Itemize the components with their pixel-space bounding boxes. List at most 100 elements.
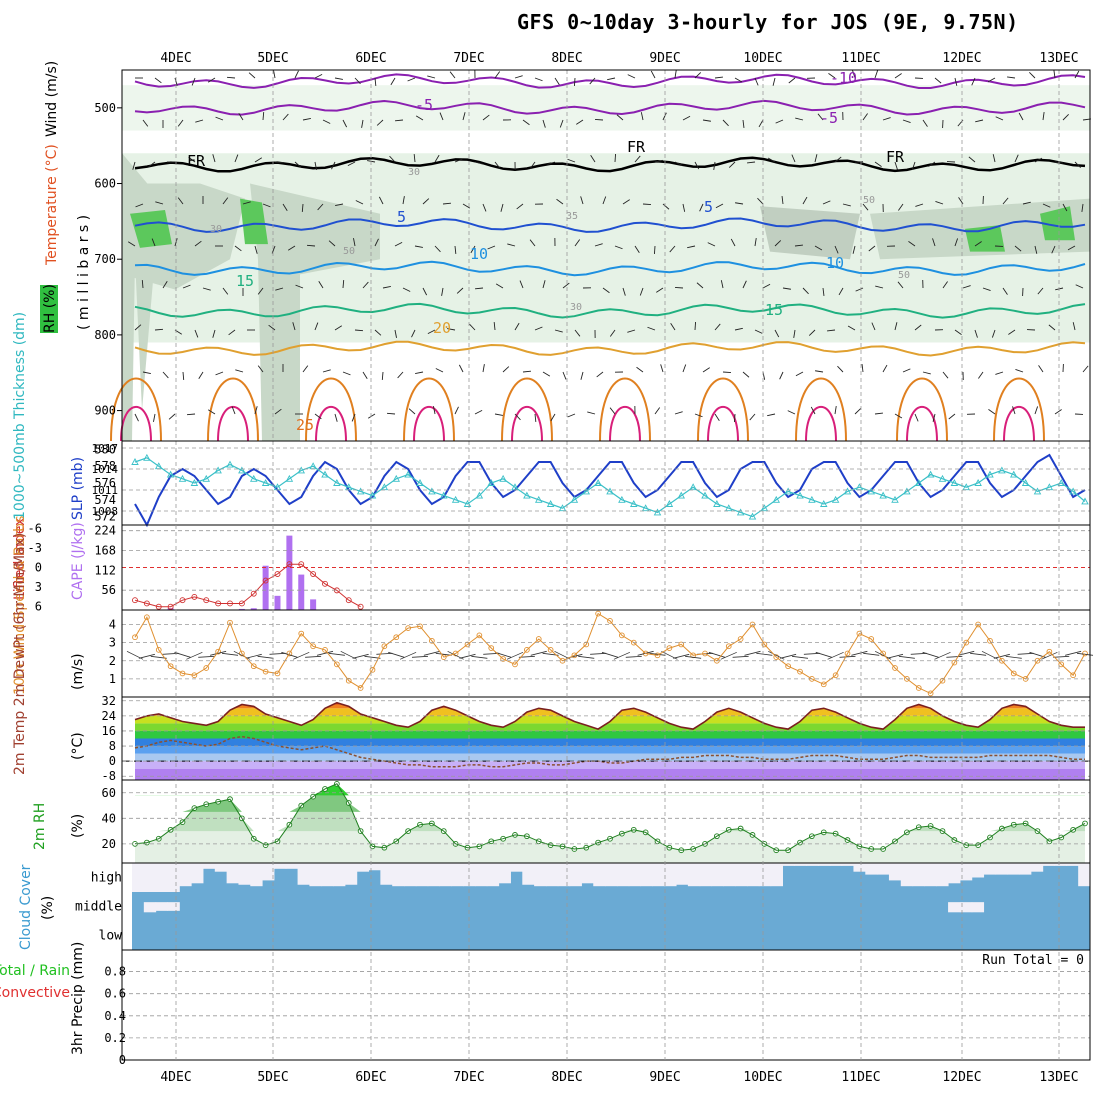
cloud-high-clear (948, 863, 961, 884)
wind-barb (674, 286, 684, 289)
isotherm-line (134, 260, 1086, 277)
wind-barb (754, 77, 759, 86)
wind-barb (1015, 368, 1024, 373)
wind-barb (596, 371, 604, 378)
cloud-high-clear (486, 863, 500, 887)
wind-barb (367, 413, 376, 419)
wind-barb (248, 72, 256, 79)
wind-barb (415, 371, 424, 374)
wind-barb (442, 202, 452, 205)
wind-tick-label: 1 (109, 672, 116, 686)
isotherm-25 (609, 405, 641, 442)
wind-barb-10m (364, 655, 381, 659)
li-point (310, 571, 317, 577)
cloud-high-clear (1054, 863, 1067, 866)
thickness-point (1069, 487, 1077, 495)
cape-bar (262, 565, 269, 610)
wind-barb-10m (316, 650, 334, 656)
contour-label: 50 (863, 195, 875, 206)
wind-barb-10m (198, 655, 215, 658)
rh-axis-title: RH (%) (42, 284, 58, 333)
thickness-point (606, 487, 614, 495)
contour-label: 30 (570, 302, 582, 313)
wind-speed-point (298, 630, 305, 637)
wind-barb (580, 196, 584, 205)
wind-barb (714, 323, 721, 331)
thickness-point (416, 479, 424, 486)
wind-barb-10m (506, 651, 524, 660)
wind-barb (567, 158, 576, 163)
wind-barb-10m (993, 653, 1010, 659)
wind-barb (852, 70, 856, 79)
wind-barb (407, 77, 416, 82)
isotherm-25 (1003, 405, 1035, 442)
cloud-high-clear (1078, 863, 1091, 887)
wind-barb-10m (720, 651, 737, 660)
contour-label: 15 (765, 301, 783, 319)
wind-barb (534, 77, 543, 82)
wind-barb-10m (649, 652, 666, 656)
wind-barb (733, 413, 736, 423)
wind-barb (354, 77, 361, 85)
cloud-high-clear (368, 863, 381, 871)
wind-barb (795, 117, 804, 121)
wind-barb (682, 203, 686, 212)
isotherm-line (134, 156, 1086, 173)
wind-barb (975, 119, 984, 123)
wind-barb (381, 371, 384, 381)
wind-barb (642, 203, 652, 206)
li-point (132, 597, 138, 604)
wind-barb (794, 244, 803, 247)
thickness-point (166, 470, 175, 478)
wind-speed-point (334, 661, 340, 668)
wind-barb (314, 161, 317, 170)
cloud-high-clear (1066, 863, 1079, 866)
thickness-point (618, 495, 626, 503)
wind-barb-10m (269, 652, 286, 655)
wind-barb (1075, 284, 1084, 289)
wind-speed-point (868, 636, 875, 642)
wind-barb (559, 119, 564, 128)
wind-barb (822, 200, 831, 205)
wind-speed-point (227, 619, 233, 626)
wind-barb-10m (352, 653, 369, 659)
wind-barb (932, 413, 936, 422)
wind-barb (301, 203, 304, 213)
slp-line (134, 453, 1086, 528)
cloud-high-clear (1007, 863, 1020, 875)
wind-barb (402, 196, 405, 205)
wind-barb (262, 111, 265, 121)
isotherm-20 (599, 377, 651, 442)
wind-barb (322, 369, 331, 373)
cloud-high-clear (1030, 863, 1044, 872)
cloud-high-clear (238, 863, 251, 885)
rh-tick-label: 40 (102, 811, 116, 825)
wind-barb (720, 280, 724, 289)
wind-barb (462, 112, 466, 121)
wind-barb (730, 238, 736, 247)
wind-barb (454, 245, 457, 255)
li-tick-label: -3 (28, 541, 42, 555)
cloud-high-clear (593, 863, 606, 887)
slp-tick-label: 1011 (92, 484, 119, 497)
wind-barb (616, 114, 624, 121)
wind-barb (954, 329, 962, 335)
wind-barb (378, 196, 384, 205)
cloud-high-clear (179, 863, 192, 887)
cloud-high-clear (1019, 863, 1032, 875)
thickness-point (998, 466, 1006, 474)
cloud-high-clear (758, 863, 772, 887)
wind-speed-point (547, 647, 554, 653)
contour-label: 35 (566, 211, 578, 222)
wind-speed-point (987, 637, 993, 644)
wind-barb-10m (613, 651, 631, 660)
wind-barb (622, 287, 626, 296)
wind-barb (656, 287, 664, 293)
wind-barb (834, 406, 837, 415)
date-tick-top: 13DEC (1039, 51, 1078, 66)
wind-barb (328, 240, 336, 247)
wind-barb (942, 371, 949, 379)
cloud-high-clear (699, 863, 713, 887)
wind-barb (502, 366, 510, 373)
cloud-high-clear (687, 863, 701, 887)
